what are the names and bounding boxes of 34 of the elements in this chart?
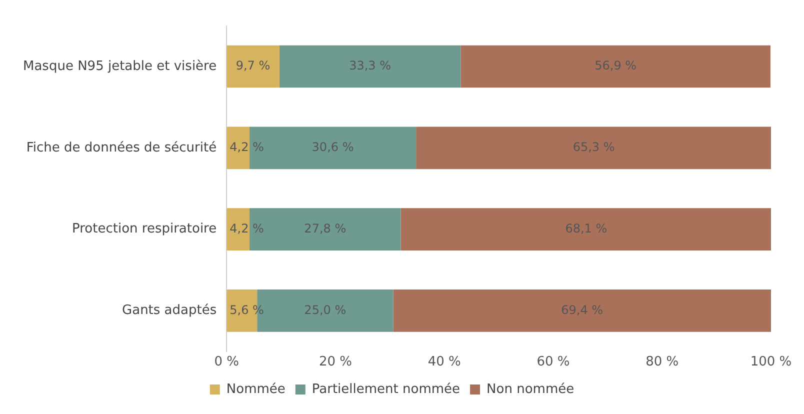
x-tick-label: 0 % [214,354,239,370]
data-label: 56,9 % [594,58,637,73]
bar [279,45,461,88]
y-tick-label: Fiche de données de sécurité [26,140,217,156]
data-label: 4,2 % [230,221,264,236]
data-label: 9,7 % [236,58,270,73]
bar [416,126,771,170]
y-tick-label: Protection respiratoire [72,222,217,237]
bar [460,45,770,88]
x-tick-label: 40 % [428,354,461,370]
bar [226,45,280,88]
x-tick-label: 60 % [536,354,570,370]
x-tick-label: 20 % [318,354,352,370]
x-tick-label: 80 % [646,354,679,370]
x-tick-label: 100 % [750,354,792,370]
bar [400,208,771,250]
data-label: 4,2 % [230,140,264,154]
data-label: 30,6 % [312,140,354,154]
legend-label: Partiellement nommée [312,382,460,397]
data-label: 69,4 % [561,302,604,317]
bar [393,290,771,332]
data-label: 65,3 % [572,140,615,154]
data-label: 25,0 % [304,302,346,317]
data-label: 27,8 % [304,221,346,236]
y-tick-label: Gants adaptés [122,303,217,318]
bar [226,208,250,250]
legend-label: Non nommée [486,382,574,397]
bar [249,126,416,170]
data-label: 68,1 % [565,221,608,236]
bar [226,126,250,170]
bar [249,208,401,250]
data-label: 33,3 % [349,58,392,73]
y-tick-label: Masque N95 jetable et visière [22,58,217,74]
legend-label: Nommée [226,382,286,397]
